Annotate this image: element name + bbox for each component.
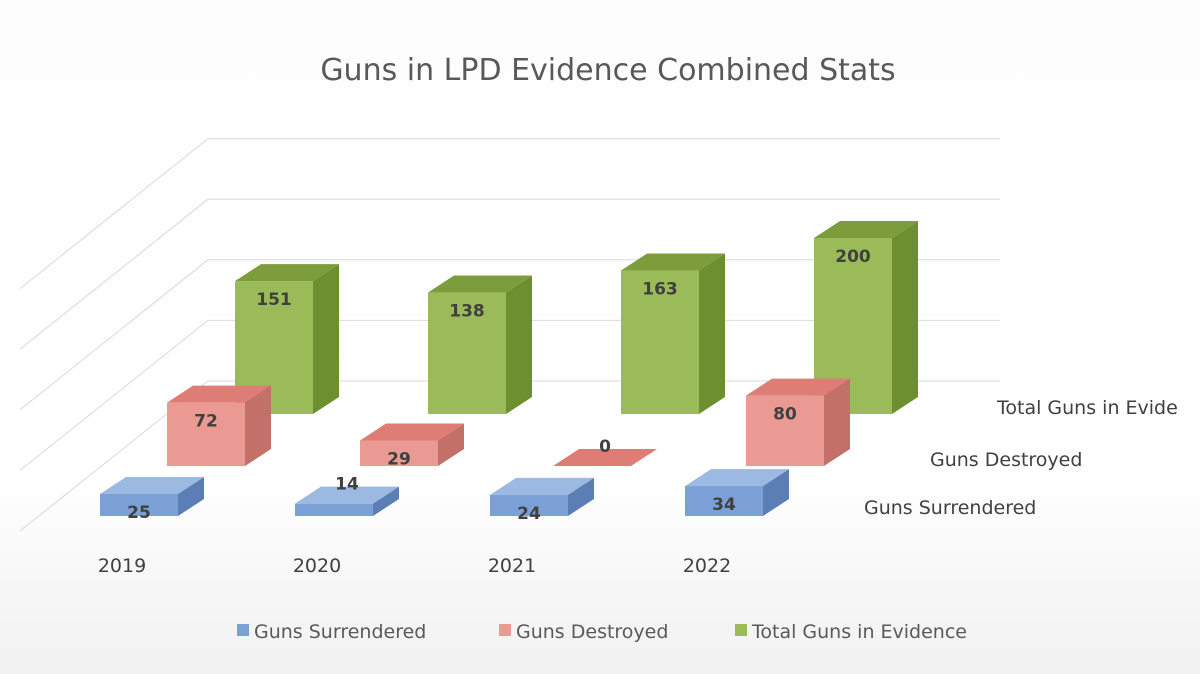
bar-front [746,395,824,466]
legend-item: Total Guns in Evidence [735,621,967,643]
bar-2-1: 138 [428,275,532,414]
bar-front [428,292,506,414]
depth-label: Guns Destroyed [930,449,1082,471]
data-label: 0 [599,437,611,457]
bar-1-3: 80 [746,378,850,466]
chart-title: Guns in LPD Evidence Combined Stats [320,53,895,88]
data-label: 151 [256,290,292,310]
bar-side [568,477,594,516]
legend-label: Guns Surrendered [254,621,426,643]
depth-label: Total Guns in Evide [996,397,1178,419]
bar-front [295,503,373,516]
x-tick-label: 2020 [293,555,341,577]
bar-top [100,477,204,494]
data-label: 138 [449,302,485,322]
series-depth-labels: Guns Surrendered Guns Destroyed Total Guns… [864,397,1178,519]
bar-front [685,486,763,516]
bar-top [814,221,918,238]
bar-top [428,275,532,293]
data-label: 24 [517,504,541,524]
x-tick-label: 2019 [98,555,146,577]
legend-swatch [237,624,249,636]
bar-front [490,494,568,516]
bar-side [178,477,204,516]
x-tick-label: 2021 [488,555,536,577]
bar-side [506,275,532,414]
bar-0-1: 14 [295,475,399,516]
x-tick-label: 2022 [683,555,731,577]
bar-0-3: 34 [685,469,789,516]
bar-side [438,423,464,466]
bar-1-2: 0 [553,437,657,466]
data-label: 25 [127,503,151,523]
legend-swatch [499,624,511,636]
bar-front [100,494,178,516]
gridline-side [19,198,209,350]
bar-side [763,469,789,516]
bar-top [621,253,725,271]
bar-side [313,264,339,414]
bar-0-2: 24 [490,477,594,524]
depth-label: Guns Surrendered [864,497,1036,519]
bar-top [235,264,339,282]
bar-top [295,486,399,504]
bar-top [746,378,850,396]
gridline-side [19,138,209,289]
bar-1-0: 72 [167,385,271,466]
data-label: 72 [194,412,218,432]
bar-front [621,270,699,414]
legend-label: Guns Destroyed [516,621,668,643]
bar-front [167,402,245,466]
legend-label: Total Guns in Evidence [751,621,967,643]
bar-top [685,469,789,487]
bar-2-0: 151 [235,264,339,414]
legend: Guns Surrendered Guns Destroyed Total Guns… [237,621,967,643]
gridline-side [19,259,209,411]
bar-side [699,253,725,414]
bar-top [167,385,271,403]
data-label: 34 [712,495,736,515]
bars: 151 138 163 200 72 29 0 80 25 14 24 34 [100,221,918,524]
bar-top [553,449,657,466]
legend-item: Guns Destroyed [499,621,668,643]
data-label: 80 [773,405,797,425]
data-label: 14 [335,475,359,495]
data-label: 29 [387,449,411,469]
bar-side [245,385,271,466]
data-label: 163 [642,280,678,300]
bar-side [824,378,850,466]
legend-item: Guns Surrendered [237,621,426,643]
bar-top [490,477,594,495]
legend-swatch [735,624,747,636]
gridline-side [19,320,209,471]
bar-0-0: 25 [100,477,204,523]
bar-2-3: 200 [814,221,918,414]
data-label: 200 [835,247,871,267]
bar-side [892,221,918,414]
bar-1-1: 29 [360,423,464,469]
bar-side [373,486,399,516]
bar-2-2: 163 [621,253,725,414]
x-axis-labels: 2019 2020 2021 2022 [98,555,731,577]
bar-top [360,423,464,441]
bar-front [360,440,438,466]
